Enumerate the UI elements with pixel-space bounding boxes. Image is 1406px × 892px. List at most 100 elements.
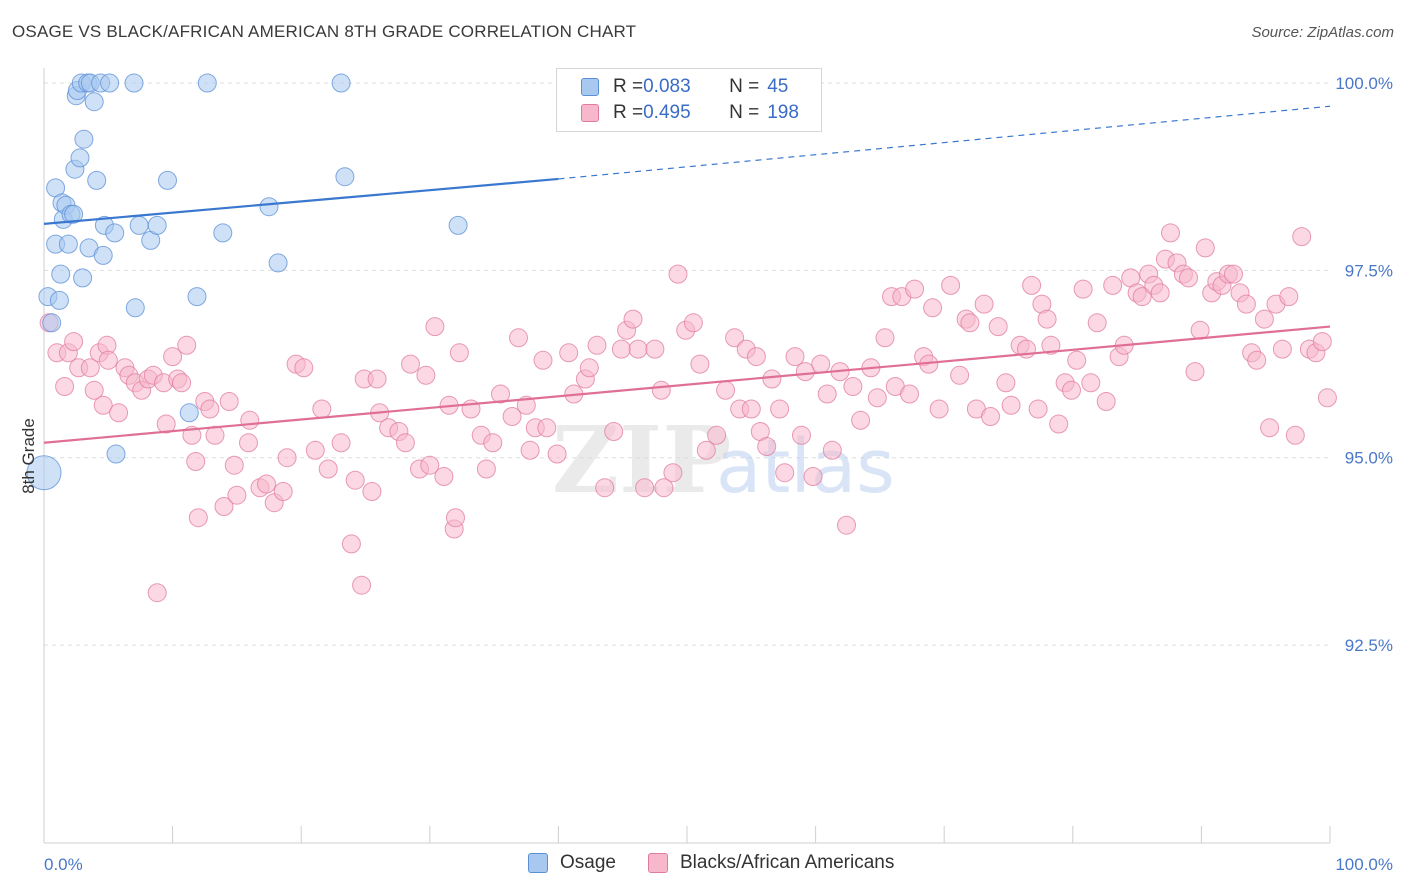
data-point <box>277 448 297 468</box>
data-point <box>795 362 815 382</box>
y-axis-label: 8th Grade <box>19 418 38 494</box>
data-point <box>147 215 167 235</box>
data-point <box>851 410 871 430</box>
r-label: R = <box>613 76 644 97</box>
data-point <box>80 358 100 378</box>
data-point <box>746 347 766 367</box>
data-point <box>1001 395 1021 415</box>
data-point <box>179 403 199 423</box>
data-point <box>425 317 445 337</box>
data-point <box>1049 414 1069 434</box>
data-point <box>64 204 84 224</box>
data-point <box>654 478 674 498</box>
data-point <box>172 373 192 393</box>
data-point <box>224 455 244 475</box>
data-point <box>867 388 887 408</box>
data-point <box>1150 283 1170 303</box>
data-point <box>483 433 503 453</box>
data-point <box>1041 335 1061 355</box>
data-point <box>51 264 71 284</box>
legend-swatch-osage <box>528 853 548 873</box>
n-value: 198 <box>767 102 799 123</box>
trend-line-osage <box>43 177 559 225</box>
data-point <box>84 380 104 400</box>
data-point <box>213 223 233 243</box>
data-point <box>305 440 325 460</box>
data-point <box>49 290 69 310</box>
data-point <box>240 410 260 430</box>
data-point <box>900 384 919 404</box>
data-point <box>929 399 949 419</box>
data-point <box>988 317 1008 337</box>
data-point <box>42 313 62 333</box>
data-point <box>401 354 420 374</box>
data-point <box>26 455 62 491</box>
data-point <box>200 399 220 419</box>
data-point <box>587 335 607 355</box>
legend-swatch-black <box>581 104 599 122</box>
data-point <box>73 268 93 288</box>
data-point <box>318 459 338 479</box>
data-points <box>26 73 1337 603</box>
data-point <box>559 343 579 363</box>
data-point <box>448 215 468 235</box>
data-point <box>623 309 643 329</box>
data-point <box>1103 275 1123 295</box>
data-point <box>1037 309 1057 329</box>
data-point <box>367 369 387 389</box>
data-point <box>109 403 129 423</box>
data-point <box>645 339 665 359</box>
data-point <box>1062 380 1081 400</box>
data-point <box>64 332 84 352</box>
data-point <box>449 343 469 363</box>
legend-label-osage: Osage <box>560 852 616 873</box>
n-label: N = <box>729 102 760 123</box>
data-point <box>1195 238 1215 258</box>
data-point <box>811 354 831 374</box>
stats-legend: R = 0.083 N = 45 R = 0.495 N = 198 <box>556 68 822 132</box>
data-point <box>509 328 528 348</box>
data-point <box>105 223 125 243</box>
data-point <box>651 380 671 400</box>
data-point <box>1236 294 1256 314</box>
data-point <box>312 399 332 419</box>
y-tick-label: 100.0% <box>1335 74 1393 93</box>
data-point <box>491 384 510 404</box>
data-point <box>93 245 113 265</box>
data-point <box>941 275 961 295</box>
data-point <box>205 425 225 445</box>
data-point <box>1022 275 1042 295</box>
data-point <box>905 279 925 299</box>
data-point <box>520 440 540 460</box>
data-point <box>163 347 183 367</box>
data-point <box>762 369 782 389</box>
data-point <box>362 482 382 501</box>
n-label: N = <box>729 76 760 97</box>
data-point <box>294 358 314 378</box>
watermark-zip: ZIP <box>552 406 731 514</box>
data-point <box>74 129 94 149</box>
data-point <box>1028 399 1048 419</box>
data-point <box>1081 373 1101 393</box>
data-point <box>446 508 465 528</box>
data-point <box>1247 350 1267 370</box>
axes <box>43 68 1331 844</box>
data-point <box>817 384 837 404</box>
data-point <box>981 407 1000 426</box>
data-point <box>628 339 648 359</box>
data-point <box>352 575 372 595</box>
data-point <box>1279 287 1299 307</box>
data-point <box>663 463 683 483</box>
data-point <box>257 474 276 494</box>
data-point <box>725 328 745 348</box>
x-tick-label: 0.0% <box>44 855 83 874</box>
source-label: Source: ZipAtlas.com <box>1251 24 1394 41</box>
data-point <box>331 73 351 93</box>
data-point <box>1185 362 1205 382</box>
data-point <box>1190 320 1210 340</box>
data-point <box>395 433 415 453</box>
data-point <box>1312 332 1332 352</box>
data-point <box>129 215 149 235</box>
data-point <box>58 234 78 254</box>
